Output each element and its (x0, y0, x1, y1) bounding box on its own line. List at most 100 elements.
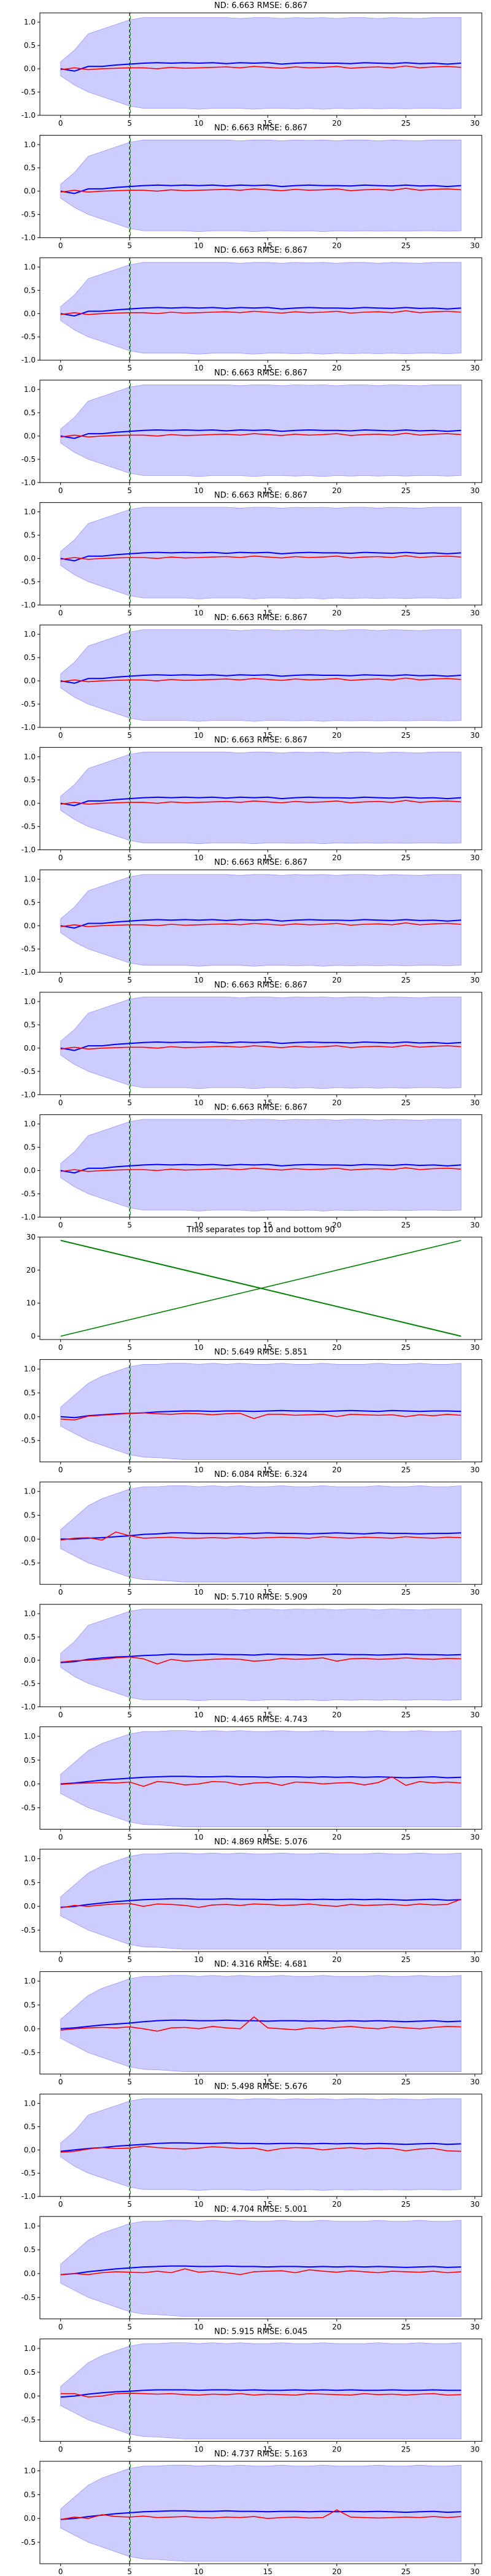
y-tick-label: 1.0 (24, 997, 36, 1006)
x-tick-label: 25 (401, 1098, 411, 1107)
plot-title: ND: 6.663 RMSE: 6.867 (214, 124, 307, 133)
x-tick-label: 15 (263, 2567, 273, 2576)
y-tick-label: 0.0 (24, 1413, 36, 1421)
plot-area (60, 1240, 462, 1337)
x-tick-label: 30 (470, 1098, 479, 1107)
plot-area (60, 2216, 462, 2319)
subplot-16: ND: 4.869 RMSE: 5.076 -0.5 0.0 0.5 1.0 0 5 10 15… (21, 1838, 482, 1964)
y-tick-label: -1.0 (21, 111, 36, 120)
x-tick-label: 20 (332, 854, 341, 862)
axes-frame (39, 1604, 482, 1708)
x-tick-label: 20 (332, 1588, 341, 1597)
x-tick-label: 30 (470, 1711, 479, 1719)
x-tick-label: 30 (470, 731, 479, 740)
y-tick-label: -1.0 (21, 968, 36, 976)
axes-frame (39, 12, 482, 116)
x-tick-label: 15 (263, 976, 273, 984)
y-tick-label: 0.5 (24, 531, 36, 540)
series-line-2 (60, 1656, 462, 1665)
y-tick-label: -0.5 (21, 1803, 36, 1812)
y-tick-label: 1.0 (24, 508, 36, 516)
confidence-band (60, 2342, 462, 2439)
y-tick-label: 0.0 (24, 432, 36, 440)
plot-title: ND: 5.649 RMSE: 5.851 (214, 1348, 307, 1357)
x-tick-label: 15 (263, 2323, 273, 2331)
y-tick-label: 1.0 (24, 875, 36, 883)
axes-frame (39, 1114, 482, 1217)
x-tick-label: 20 (332, 2567, 341, 2576)
x-tick-label: 0 (58, 119, 63, 128)
x-tick-label: 30 (470, 1833, 479, 1841)
x-tick-label: 0 (58, 1833, 63, 1841)
x-tick-label: 25 (401, 608, 411, 617)
series-line-2 (60, 1898, 462, 1909)
plot-area (60, 1727, 462, 1830)
axes-frame (39, 2461, 482, 2564)
y-tick-label: 0.5 (24, 1021, 36, 1029)
plot-area (60, 1359, 462, 1462)
subplot-6: ND: 6.663 RMSE: 6.867 -1.0 -0.5 0.0 0.5 1.0 0 5… (21, 613, 482, 740)
y-tick-label: -0.5 (21, 1067, 36, 1076)
y-tick-label: -0.5 (21, 2293, 36, 2302)
plot-area (60, 747, 462, 850)
x-tick-label: 5 (127, 1221, 132, 1229)
axes-frame (39, 380, 482, 483)
y-tick-label: -1.0 (21, 478, 36, 487)
x-tick-label: 20 (332, 2078, 341, 2087)
x-tick-label: 25 (401, 2567, 411, 2576)
series-line-2 (60, 555, 462, 560)
y-tick-label: 0.0 (24, 1656, 36, 1665)
x-tick-label: 15 (263, 1588, 273, 1597)
y-tick-label: 20 (26, 1266, 36, 1275)
x-tick-label: 25 (401, 2200, 411, 2209)
x-tick-label: 20 (332, 2323, 341, 2331)
x-tick-label: 20 (332, 2200, 341, 2209)
axes-frame (39, 1359, 482, 1463)
x-tick-label: 0 (58, 1221, 63, 1229)
subplot-11: This separates top 10 and bottom 90 0 10 20… (26, 1225, 482, 1352)
x-tick-label: 30 (470, 1466, 479, 1474)
y-tick-label: -0.5 (21, 2415, 36, 2424)
series-line-1 (60, 1041, 462, 1051)
x-tick-label: 30 (470, 486, 479, 495)
x-tick-label: 0 (58, 2078, 63, 2087)
y-tick-label: -1.0 (21, 1091, 36, 1099)
subplot-14: ND: 5.710 RMSE: 5.909 -1.0 -0.5 0.0 0.5 1.0 0 5… (21, 1593, 482, 1719)
series-line-2 (60, 800, 462, 805)
plot-area (60, 1971, 462, 2074)
plot-title: ND: 6.663 RMSE: 6.867 (214, 369, 307, 378)
subplot-8: ND: 6.663 RMSE: 6.867 -1.0 -0.5 0.0 0.5 1.0 0 5… (21, 858, 482, 984)
x-tick-label: 10 (194, 242, 203, 250)
series-line-1 (60, 919, 462, 929)
y-tick-label: 1.0 (24, 140, 36, 149)
plot-title: ND: 6.663 RMSE: 6.867 (214, 858, 307, 867)
subplot-7: ND: 6.663 RMSE: 6.867 -1.0 -0.5 0.0 0.5 1.0 0 5… (21, 736, 482, 862)
plot-title: ND: 4.704 RMSE: 5.001 (214, 2205, 307, 2214)
x-tick-label: 0 (58, 608, 63, 617)
series-line-1 (60, 796, 462, 807)
x-tick-label: 15 (263, 1833, 273, 1841)
x-tick-label: 10 (194, 1466, 203, 1474)
y-tick-label: 0.0 (24, 1044, 36, 1052)
x-tick-label: 10 (194, 2445, 203, 2453)
x-tick-label: 15 (263, 242, 273, 250)
y-tick-label: -0.5 (21, 88, 36, 96)
plot-title: ND: 4.869 RMSE: 5.076 (214, 1838, 307, 1847)
x-tick-label: 5 (127, 1098, 132, 1107)
y-tick-label: 0.0 (24, 309, 36, 318)
y-tick-label: 1.0 (24, 1365, 36, 1373)
x-tick-label: 20 (332, 1466, 341, 1474)
x-tick-label: 0 (58, 854, 63, 862)
axes-frame (39, 1481, 482, 1585)
confidence-band (60, 1485, 462, 1582)
y-tick-label: 0.0 (24, 921, 36, 930)
plot-title: ND: 6.663 RMSE: 6.867 (214, 1103, 307, 1112)
subplot-12: ND: 5.649 RMSE: 5.851 -0.5 0.0 0.5 1.0 0 5 10 15… (21, 1348, 482, 1474)
x-tick-label: 10 (194, 2200, 203, 2209)
x-tick-label: 20 (332, 2445, 341, 2453)
y-tick-label: 1.0 (24, 2221, 36, 2230)
y-tick-label: 0.0 (24, 1535, 36, 1543)
x-tick-label: 25 (401, 976, 411, 984)
axes-frame (39, 2338, 482, 2442)
series-line-2 (60, 2509, 462, 2520)
